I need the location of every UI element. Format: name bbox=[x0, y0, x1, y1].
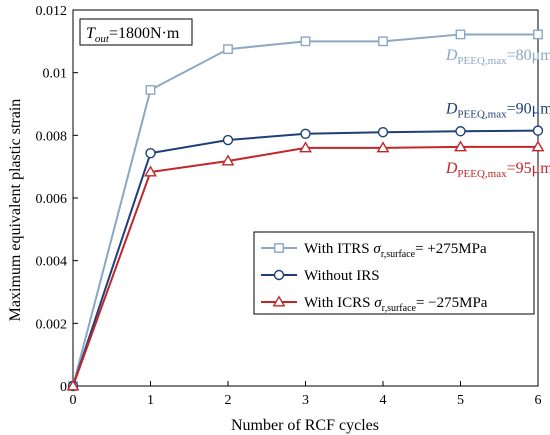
x-tick-label: 4 bbox=[380, 393, 387, 408]
series-triangle bbox=[66, 140, 545, 391]
peeq-depth-annotation: DPEEQ,max=80μm bbox=[445, 47, 550, 67]
legend-label: With ITRS σr,surface= +275MPa bbox=[304, 241, 487, 260]
data-point bbox=[378, 36, 388, 47]
legend-marker bbox=[273, 269, 285, 281]
series-square bbox=[68, 29, 543, 391]
data-point bbox=[376, 141, 390, 153]
data-point bbox=[221, 154, 235, 166]
data-point bbox=[455, 126, 466, 137]
data-point bbox=[300, 36, 311, 47]
data-point bbox=[145, 147, 156, 159]
x-tick-label: 6 bbox=[535, 393, 542, 408]
data-point bbox=[300, 128, 311, 139]
legend-label: Without IRS bbox=[304, 268, 380, 284]
data-point bbox=[454, 140, 467, 152]
peeq-depth-annotation: DPEEQ,max=95μm bbox=[445, 160, 550, 180]
data-point bbox=[144, 165, 157, 177]
y-tick-label: 0.012 bbox=[36, 4, 68, 19]
data-point bbox=[377, 126, 389, 138]
legend-label: With ICRS σr,surface= −275MPa bbox=[304, 295, 488, 314]
legend-marker bbox=[272, 295, 286, 307]
data-point bbox=[222, 134, 234, 146]
series-line bbox=[72, 33, 538, 387]
legend-entry: Without IRS bbox=[261, 268, 380, 284]
annotations: DPEEQ,max=80μm DPEEQ,max=90μm DPEEQ,max=95… bbox=[79, 18, 550, 180]
data-point bbox=[299, 141, 312, 153]
y-tick-label: 0.004 bbox=[36, 255, 68, 270]
series-layer bbox=[66, 29, 545, 392]
x-tick-label: 5 bbox=[457, 393, 464, 408]
x-tick-label: 2 bbox=[225, 393, 232, 408]
legend-entry: With ITRS σr,surface= +275MPa bbox=[261, 241, 487, 260]
x-tick-label: 3 bbox=[302, 393, 309, 408]
peeq-depth-annotation: DPEEQ,max=90μm bbox=[445, 100, 550, 120]
y-tick-label: 0.01 bbox=[43, 67, 68, 82]
axis-ticks: 0 1 2 3 4 5 6 0 0.002 0.004 0.006 0.008 0.01 0.012 bbox=[36, 4, 542, 408]
data-point bbox=[531, 140, 545, 152]
torque-label: Tout=1800N·m bbox=[86, 25, 180, 45]
y-axis-label: Maximum equivalent plastic strain bbox=[7, 99, 24, 322]
x-axis-label: Number of RCF cycles bbox=[231, 417, 379, 434]
condition-box: Tout=1800N·m bbox=[79, 18, 193, 46]
y-tick-label: 0.008 bbox=[36, 129, 68, 144]
y-tick-label: 0.002 bbox=[36, 317, 68, 332]
legend-box bbox=[253, 231, 535, 315]
y-tick-label: 0 bbox=[60, 380, 67, 395]
data-point bbox=[223, 44, 233, 55]
condition-box-frame bbox=[79, 18, 193, 46]
series-circle bbox=[67, 125, 544, 392]
data-point bbox=[455, 29, 466, 40]
x-tick-label: 0 bbox=[70, 393, 77, 408]
legend: With ITRS σr,surface= +275MPa Without IRS… bbox=[253, 231, 535, 315]
data-point bbox=[66, 379, 80, 391]
data-point bbox=[533, 29, 543, 40]
legend-marker bbox=[274, 243, 284, 253]
data-point bbox=[145, 84, 156, 95]
legend-entry: With ICRS σr,surface= −275MPa bbox=[261, 295, 488, 314]
data-point bbox=[532, 125, 544, 136]
x-tick-label: 1 bbox=[147, 393, 154, 408]
y-tick-label: 0.006 bbox=[36, 192, 68, 207]
